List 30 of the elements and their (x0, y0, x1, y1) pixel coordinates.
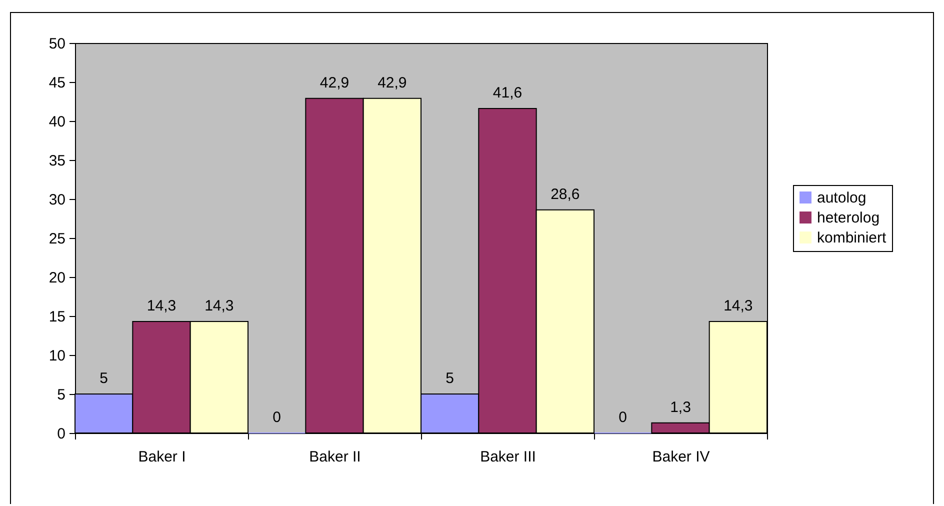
data-label: 5 (100, 370, 108, 387)
data-label: 14,3 (146, 297, 176, 314)
data-label: 14,3 (724, 297, 753, 314)
y-tick-label: 0 (57, 426, 66, 442)
data-label: 42,9 (320, 74, 350, 92)
data-label: 14,3 (204, 297, 234, 314)
x-tick-label: Baker I (138, 448, 186, 466)
data-label: 0 (618, 409, 628, 426)
legend-label: heterolog (817, 210, 880, 226)
y-tick-label: 5 (57, 386, 66, 404)
y-tick-label: 10 (48, 348, 66, 364)
data-label: 28,6 (550, 186, 580, 203)
x-tick-label: Baker IV (652, 448, 710, 466)
data-label: 41,6 (492, 84, 522, 102)
legend-label: autolog (817, 190, 866, 206)
y-tick-label: 45 (48, 74, 66, 92)
y-tick-label: 25 (48, 230, 66, 248)
y-tick-label: 15 (48, 308, 66, 326)
legend-label: kombiniert (817, 230, 888, 246)
data-label: 42,9 (378, 74, 407, 92)
data-label: 1,3 (670, 398, 691, 416)
y-tick-label: 50 (48, 36, 66, 52)
y-tick-label: 20 (48, 270, 66, 286)
y-tick-label: 35 (48, 152, 66, 170)
y-tick-label: 30 (48, 192, 66, 208)
data-label: 0 (272, 409, 282, 426)
x-tick-label: Baker II (309, 448, 361, 466)
x-tick-label: Baker III (480, 448, 536, 466)
y-tick-label: 40 (48, 114, 66, 130)
data-label: 5 (446, 370, 454, 387)
